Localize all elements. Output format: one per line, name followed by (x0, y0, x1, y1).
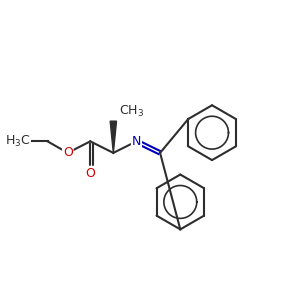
Text: N: N (132, 135, 141, 148)
Text: H$_3$C: H$_3$C (5, 134, 30, 149)
Polygon shape (110, 121, 116, 153)
Text: O: O (85, 167, 95, 180)
Text: CH$_3$: CH$_3$ (118, 104, 144, 119)
Text: O: O (63, 146, 73, 159)
